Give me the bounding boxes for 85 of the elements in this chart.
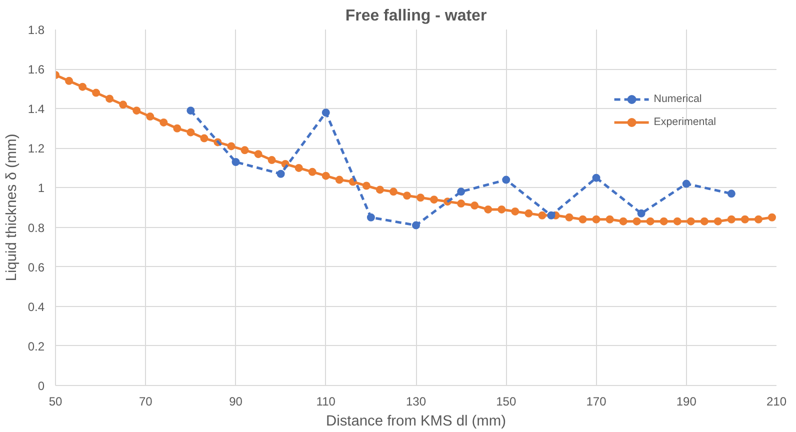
y-tick-label: 0.4: [28, 300, 45, 314]
point: [727, 215, 736, 224]
point: [232, 158, 240, 166]
point: [457, 188, 466, 196]
point: [254, 150, 262, 158]
point: [376, 186, 384, 194]
point: [565, 213, 574, 222]
point: [700, 217, 708, 226]
point: [524, 209, 533, 218]
point: [502, 176, 510, 184]
x-tick-label: 90: [229, 394, 243, 408]
point: [754, 215, 762, 224]
y-tick-label: 0: [38, 379, 45, 393]
point: [119, 100, 128, 109]
point: [714, 217, 722, 226]
x-tick-label: 150: [496, 394, 516, 408]
point: [430, 196, 438, 204]
point: [132, 106, 141, 115]
point: [173, 124, 182, 132]
point: [547, 211, 556, 220]
y-tick-label: 0.2: [28, 339, 45, 354]
point: [389, 188, 398, 196]
point: [592, 215, 600, 224]
y-tick-label: 0.6: [28, 260, 45, 274]
point: [65, 76, 74, 85]
point: [740, 215, 749, 224]
legend-label: Experimental: [654, 116, 716, 128]
point: [498, 205, 506, 214]
point: [186, 106, 195, 115]
point: [106, 94, 114, 103]
x-tick-label: 110: [316, 394, 336, 408]
y-tick-label: 1.8: [28, 23, 45, 37]
point: [673, 217, 682, 226]
y-tick-label: 0.8: [28, 220, 45, 235]
point: [240, 146, 249, 154]
point: [619, 217, 628, 226]
x-tick-label: 170: [586, 394, 607, 408]
point: [200, 134, 208, 142]
point: [592, 174, 600, 182]
y-tick-label: 1.2: [28, 142, 45, 156]
x-tick-label: 190: [676, 394, 697, 408]
y-tick-label: 1.6: [28, 62, 45, 77]
y-axis-title: Liquid thicknes δ (mm): [4, 134, 20, 282]
point: [686, 217, 695, 226]
point: [227, 142, 236, 150]
point: [294, 164, 303, 172]
point: [646, 217, 654, 226]
point: [457, 200, 466, 208]
chart-title: Free falling - water: [345, 8, 487, 24]
point: [186, 128, 195, 136]
point: [538, 211, 546, 220]
point: [92, 88, 100, 97]
point: [322, 172, 330, 180]
x-tick-label: 70: [138, 394, 153, 408]
x-axis-title: Distance from KMS dl (mm): [326, 414, 506, 430]
point: [768, 213, 776, 222]
point: [578, 215, 587, 224]
x-tick-label: 210: [766, 394, 787, 408]
point: [402, 192, 411, 200]
point: [308, 168, 316, 176]
point: [682, 180, 690, 188]
x-tick-label: 130: [406, 394, 426, 408]
point: [322, 108, 330, 117]
y-tick-label: 1.4: [28, 102, 45, 116]
point: [416, 194, 425, 202]
point: [78, 82, 87, 91]
y-tick-label: 1: [38, 181, 45, 196]
point: [146, 112, 154, 121]
x-tick-label: 50: [48, 394, 62, 408]
point: [637, 209, 646, 218]
point: [606, 215, 614, 224]
point: [632, 217, 641, 226]
point: [660, 217, 668, 226]
point: [511, 207, 520, 216]
point: [335, 176, 344, 184]
point: [412, 221, 420, 230]
legend-label: Numerical: [654, 93, 702, 105]
point: [470, 202, 479, 210]
point: [366, 213, 375, 222]
point: [160, 118, 168, 126]
point: [727, 190, 736, 198]
point: [362, 182, 370, 190]
point: [484, 205, 492, 214]
point: [276, 170, 285, 178]
point: [268, 156, 276, 164]
